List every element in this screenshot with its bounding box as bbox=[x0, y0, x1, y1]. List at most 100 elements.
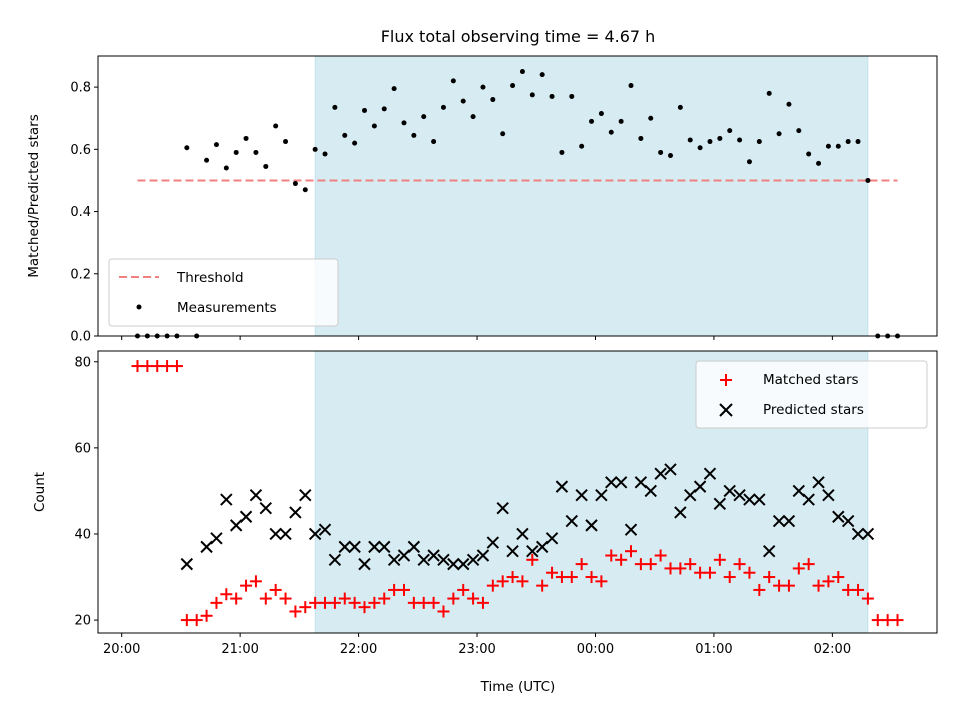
predicted-star-point bbox=[299, 489, 312, 502]
predicted-star-point bbox=[851, 527, 865, 541]
predicted-star-point bbox=[555, 480, 569, 493]
top-x-ticks bbox=[121, 336, 833, 340]
matched-star-point bbox=[615, 553, 628, 566]
matched-star-point bbox=[852, 583, 865, 596]
predicted-star-point bbox=[308, 527, 322, 541]
matched-star-point bbox=[763, 571, 776, 584]
matched-star-point bbox=[338, 592, 351, 605]
bottom-y-tick-label: 20 bbox=[74, 614, 91, 629]
x-tick-label: 01:00 bbox=[695, 642, 732, 657]
matched-star-point bbox=[743, 566, 756, 579]
matched-star-point bbox=[299, 601, 312, 614]
measurement-point bbox=[263, 163, 269, 169]
predicted-star-point bbox=[486, 536, 500, 549]
predicted-star-point bbox=[447, 557, 460, 571]
predicted-star-point bbox=[496, 501, 509, 515]
bottom-y-tick-label: 60 bbox=[74, 441, 91, 456]
measurement-point bbox=[470, 114, 476, 120]
measurement-point bbox=[569, 93, 575, 99]
matched-star-point bbox=[516, 575, 529, 588]
matched-stars-points bbox=[131, 360, 904, 627]
measurement-point bbox=[855, 139, 861, 145]
measurement-point bbox=[401, 120, 407, 126]
measurement-point bbox=[480, 84, 486, 90]
measurement-point bbox=[717, 135, 723, 141]
matched-star-point bbox=[486, 579, 499, 592]
matched-star-point bbox=[457, 583, 470, 596]
matched-star-point bbox=[723, 571, 736, 584]
predicted-star-point bbox=[516, 527, 529, 541]
predicted-star-point bbox=[703, 467, 717, 480]
top-y-tick-label: 0.2 bbox=[70, 267, 91, 282]
matched-star-point bbox=[674, 562, 687, 575]
matched-star-point bbox=[467, 592, 480, 605]
measurement-point bbox=[312, 146, 318, 152]
measurement-point bbox=[727, 128, 733, 134]
measurement-point bbox=[500, 131, 506, 137]
predicted-star-point bbox=[841, 514, 855, 528]
predicted-star-point bbox=[407, 540, 421, 554]
matched-star-point bbox=[190, 614, 203, 627]
top-panel: 0.00.20.40.60.8 Matched/Predicted stars … bbox=[26, 55, 938, 345]
predicted-star-point bbox=[348, 540, 361, 554]
legend-threshold-label: Threshold bbox=[176, 270, 244, 286]
matched-star-point bbox=[684, 558, 697, 571]
bottom-panel: 20 40 60 80 20:00 21:00 22:00 23:00 00:00 01:00 0… bbox=[32, 350, 938, 695]
predicted-star-point bbox=[328, 553, 342, 567]
measurement-point bbox=[233, 149, 239, 155]
matched-star-point bbox=[249, 575, 262, 588]
measurement-point bbox=[342, 132, 348, 138]
measurement-point bbox=[786, 101, 792, 107]
legend-measurements-swatch bbox=[136, 304, 142, 310]
measurement-point bbox=[598, 111, 604, 117]
measurement-point bbox=[766, 90, 772, 96]
matched-star-point bbox=[792, 562, 805, 575]
top-y-tick-label: 0.6 bbox=[70, 143, 91, 158]
predicted-star-point bbox=[585, 519, 598, 532]
x-tick-label: 02:00 bbox=[814, 642, 851, 657]
measurement-point bbox=[845, 139, 851, 145]
measurement-point bbox=[776, 131, 782, 137]
measurement-point bbox=[618, 118, 624, 124]
measurement-point bbox=[362, 107, 368, 113]
matched-star-point bbox=[575, 558, 588, 571]
measurement-point bbox=[539, 72, 545, 78]
measurement-point bbox=[283, 139, 289, 145]
predicted-star-point bbox=[545, 532, 559, 545]
x-tick-label: 23:00 bbox=[458, 642, 495, 657]
measurement-point bbox=[332, 104, 338, 110]
legend-predicted-label: Predicted stars bbox=[763, 402, 864, 418]
predicted-star-point bbox=[832, 510, 845, 523]
measurement-point bbox=[411, 132, 417, 138]
measurement-point bbox=[835, 143, 841, 149]
legend-predicted-swatch bbox=[719, 403, 733, 417]
measurement-point bbox=[519, 69, 525, 75]
measurement-point bbox=[746, 159, 752, 165]
matched-star-point bbox=[200, 609, 213, 622]
predicted-star-point bbox=[861, 527, 875, 541]
predicted-star-point bbox=[733, 489, 746, 502]
measurement-point bbox=[223, 165, 229, 171]
measurement-point bbox=[352, 140, 358, 146]
measurement-point bbox=[638, 135, 644, 141]
matched-star-point bbox=[536, 579, 549, 592]
measurement-point bbox=[806, 151, 812, 157]
bottom-y-ticks: 20 40 60 80 bbox=[74, 355, 98, 629]
matched-star-point bbox=[595, 575, 608, 588]
bottom-y-tick-label: 40 bbox=[74, 527, 91, 542]
matched-star-point bbox=[476, 596, 489, 609]
measurement-point bbox=[292, 181, 298, 187]
matched-star-point bbox=[891, 614, 904, 627]
measurement-point bbox=[273, 123, 279, 129]
measurement-point bbox=[529, 92, 535, 98]
measurement-point bbox=[756, 139, 762, 145]
measurement-point bbox=[391, 86, 397, 92]
measurement-point bbox=[667, 153, 673, 159]
measurement-point bbox=[421, 114, 427, 120]
matched-star-point bbox=[546, 566, 559, 579]
matched-star-point bbox=[240, 579, 253, 592]
bottom-legend: Matched stars Predicted stars bbox=[695, 360, 928, 429]
matched-star-point bbox=[802, 558, 815, 571]
predicted-star-point bbox=[279, 527, 292, 541]
